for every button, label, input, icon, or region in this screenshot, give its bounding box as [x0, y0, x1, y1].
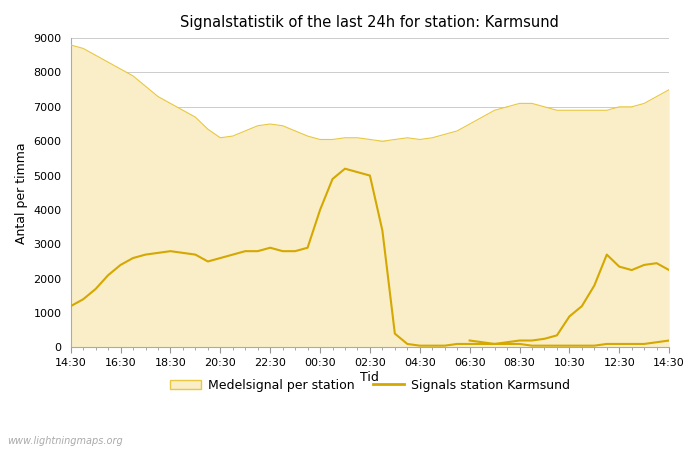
Text: www.lightningmaps.org: www.lightningmaps.org — [7, 436, 122, 446]
Y-axis label: Antal per timma: Antal per timma — [15, 142, 28, 243]
Legend: Medelsignal per station, Signals station Karmsund: Medelsignal per station, Signals station… — [165, 374, 575, 397]
X-axis label: Tid: Tid — [360, 370, 379, 383]
Title: Signalstatistik of the last 24h for station: Karmsund: Signalstatistik of the last 24h for stat… — [181, 15, 559, 30]
